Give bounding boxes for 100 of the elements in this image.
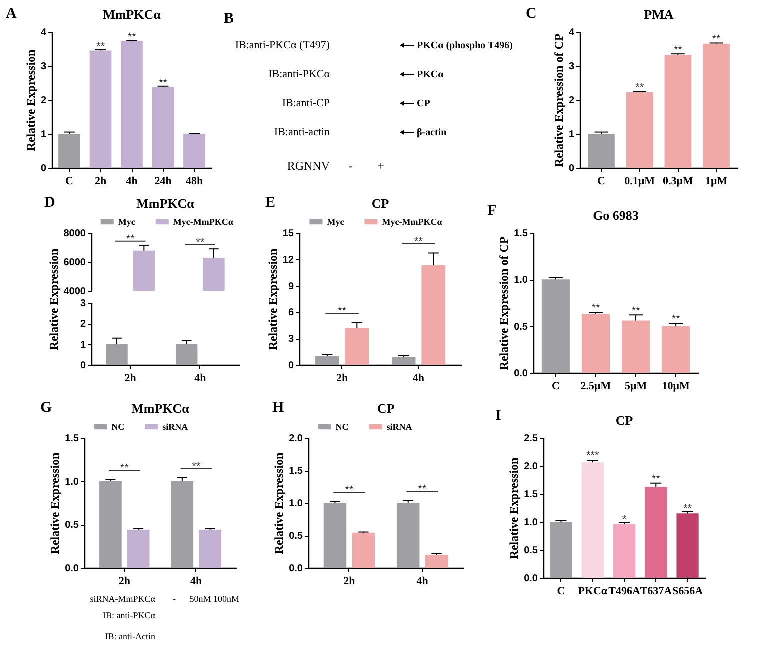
y-tick-label: 4 [40, 28, 47, 38]
y-tick-label: 1.5 [514, 228, 528, 240]
category-label: IB:anti-CP [282, 98, 330, 110]
category-label: IB:anti-PKCα (T497) [235, 40, 330, 52]
annotation: ** [672, 314, 682, 326]
chart-title: MmPKCα [132, 401, 190, 416]
y-axis-title: Relative Expression of CP [497, 236, 512, 370]
legend-label: NC [112, 422, 125, 432]
text: RGNNV [287, 159, 330, 173]
bar [58, 134, 80, 168]
y-tick-label: 1.0 [65, 476, 80, 488]
annotation: ** [158, 77, 168, 90]
y-tick-label: 6000 [64, 258, 86, 268]
y-axis-title: Relative Expression [46, 248, 61, 350]
category-label: + [378, 159, 385, 173]
annotation: ** [592, 302, 601, 314]
x-tick-label: C [557, 586, 566, 598]
y-tick-label: 0.5 [514, 322, 528, 333]
y-tick-label: 0 [40, 164, 47, 174]
text: B [224, 11, 234, 27]
chart-title: Go 6983 [593, 208, 640, 223]
annotation: * [622, 514, 628, 526]
y-tick-label: 6 [288, 308, 294, 319]
x-tick-label: 2h [94, 176, 107, 188]
bar [613, 524, 636, 578]
x-tick-label: 4h [412, 372, 425, 384]
y-tick-label: 0.5 [524, 546, 538, 556]
category-label: - [173, 594, 176, 604]
x-tick-label: 2.5μM [580, 380, 612, 392]
category-label: - [349, 159, 353, 173]
bar [392, 357, 416, 365]
annotation: ** [120, 462, 130, 474]
bar [422, 266, 446, 365]
legend-label: siRNA [162, 422, 189, 432]
annotation: ** [196, 237, 206, 250]
chart-title: MmPKCα [136, 196, 196, 211]
x-tick-label: 2h [344, 576, 356, 588]
x-tick-label: 5μM [624, 380, 648, 392]
category-label: 100nM [213, 594, 240, 604]
y-tick-label: 2 [568, 96, 575, 106]
x-tick-label: 2h [118, 576, 130, 588]
category-label: 50nM [190, 594, 212, 604]
annotation: ** [684, 502, 693, 515]
y-tick-label: 2.0 [289, 434, 304, 444]
y-axis-title: Relative Expression of CP [552, 34, 566, 168]
category-label: IB:anti-PKCα [268, 68, 330, 80]
annotation: ** [414, 236, 424, 248]
y-tick-label: 2 [80, 319, 86, 330]
x-tick-label: 1μM [705, 176, 728, 188]
bar [582, 314, 610, 373]
bar [645, 487, 668, 578]
y-tick-label: 4000 [64, 286, 86, 298]
bar [622, 320, 650, 373]
y-axis-title: Relative Expression [272, 452, 286, 554]
x-tick-label: 4h [194, 372, 206, 384]
y-tick-label: 1 [568, 130, 575, 140]
bar [352, 532, 376, 568]
bar [626, 92, 654, 168]
annotation: ** [128, 31, 137, 44]
annotation: *** [586, 450, 600, 462]
bar [662, 326, 690, 373]
x-tick-label: 10μM [662, 380, 690, 392]
text: G [40, 400, 52, 416]
text: E [266, 195, 276, 211]
y-axis-title: Relative Expression [24, 49, 38, 152]
y-tick-label: 1.0 [289, 498, 304, 510]
y-tick-label: 1.5 [65, 434, 80, 444]
x-tick-label: 48h [186, 176, 204, 188]
y-tick-label: 0.0 [289, 564, 304, 574]
x-tick-label: 4h [190, 576, 202, 588]
text: I [496, 408, 502, 424]
y-tick-label: 2 [40, 96, 47, 106]
y-axis-title: Relative Expression [266, 248, 280, 350]
y-tick-label: 0.0 [65, 564, 80, 574]
text: siRNA-MmPKCα [90, 594, 156, 604]
chart-title: CP [616, 413, 634, 428]
y-tick-label: 3 [568, 62, 575, 72]
text: D [44, 195, 56, 211]
chart-title: PMA [644, 7, 674, 22]
annotation: ** [712, 34, 722, 46]
y-tick-label: 1.0 [514, 275, 528, 286]
x-tick-label: 2h [336, 372, 348, 384]
legend-label: NC [336, 422, 349, 432]
bar [542, 280, 570, 373]
x-tick-label: 4h [126, 176, 138, 188]
y-tick-label: 1 [80, 340, 86, 351]
bar [582, 462, 604, 578]
category-label: PKCα (phospho T496) [417, 40, 513, 52]
y-tick-label: 0 [80, 360, 86, 372]
annotation: ** [674, 44, 684, 56]
x-tick-label: 0.3μM [662, 176, 694, 188]
x-tick-label: T496A [608, 586, 640, 598]
y-tick-label: 0.0 [514, 368, 528, 380]
x-tick-label: PKCα [578, 586, 608, 598]
x-tick-label: 0.1μM [624, 176, 656, 188]
x-tick-label: C [598, 176, 606, 188]
text: A [6, 6, 17, 22]
chart-title: CP [377, 401, 395, 416]
bar [396, 503, 420, 568]
chart-title: MmPKCα [103, 7, 162, 22]
